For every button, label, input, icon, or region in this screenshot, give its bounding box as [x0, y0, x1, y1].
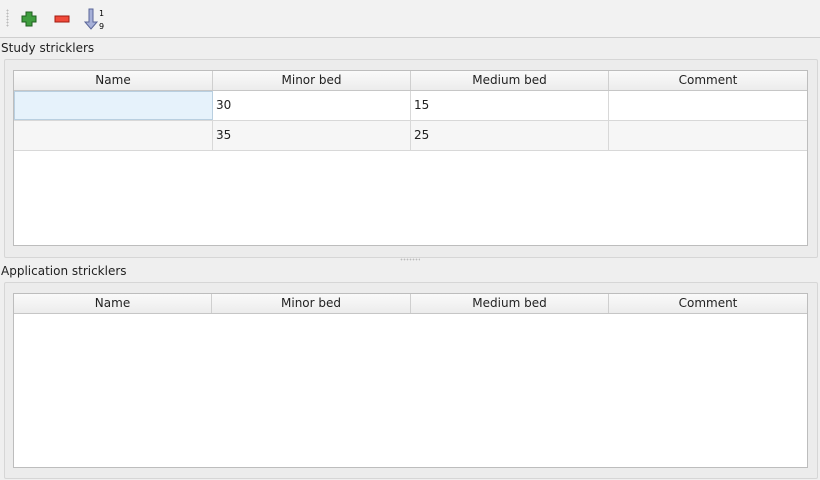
plus-icon — [21, 11, 37, 27]
cell-comment[interactable] — [609, 91, 807, 120]
svg-text:1: 1 — [99, 9, 104, 18]
minus-icon — [54, 15, 70, 23]
column-header-name[interactable]: Name — [14, 294, 212, 313]
cell-minor-bed[interactable]: 30 — [213, 91, 411, 120]
cell-minor-bed[interactable]: 35 — [213, 121, 411, 150]
study-stricklers-table[interactable]: Name Minor bed Medium bed Comment 30 15 … — [13, 70, 808, 246]
toolbar-grip[interactable] — [6, 9, 9, 27]
column-header-minor-bed[interactable]: Minor bed — [213, 71, 411, 90]
application-stricklers-label: Application stricklers — [1, 264, 127, 278]
column-header-name[interactable]: Name — [14, 71, 213, 90]
cell-name[interactable] — [14, 121, 213, 150]
column-header-medium-bed[interactable]: Medium bed — [411, 294, 609, 313]
sort-ascending-icon: 19 — [83, 8, 104, 31]
table-row[interactable]: 30 15 — [14, 91, 807, 121]
column-header-medium-bed[interactable]: Medium bed — [411, 71, 609, 90]
splitter-handle[interactable] — [400, 258, 420, 261]
application-stricklers-table[interactable]: Name Minor bed Medium bed Comment — [13, 293, 808, 468]
study-stricklers-label: Study stricklers — [1, 41, 95, 55]
cell-comment[interactable] — [609, 121, 807, 150]
column-header-comment[interactable]: Comment — [678, 73, 738, 87]
svg-text:9: 9 — [99, 22, 104, 31]
table-row[interactable]: 35 25 — [14, 121, 807, 151]
cell-medium-bed[interactable]: 25 — [411, 121, 609, 150]
remove-row-button[interactable] — [50, 7, 74, 31]
add-row-button[interactable] — [17, 7, 41, 31]
cell-name[interactable] — [14, 91, 213, 120]
column-header-comment[interactable]: Comment — [678, 296, 738, 310]
cell-medium-bed[interactable]: 15 — [411, 91, 609, 120]
table-header: Name Minor bed Medium bed Comment — [14, 71, 807, 91]
column-header-minor-bed[interactable]: Minor bed — [212, 294, 411, 313]
table-header: Name Minor bed Medium bed Comment — [14, 294, 807, 314]
